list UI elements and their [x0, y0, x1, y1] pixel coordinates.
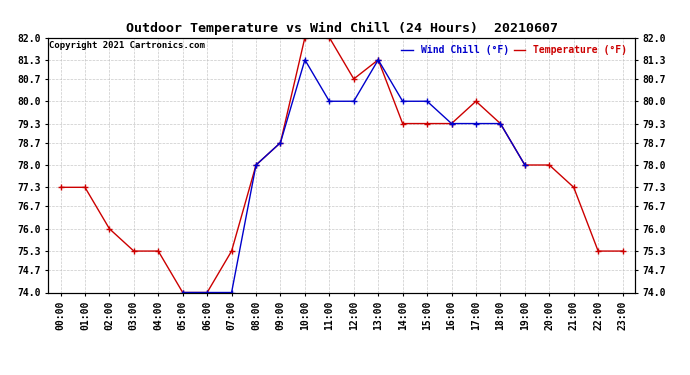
Wind Chill (°F)	[521, 163, 529, 167]
Wind Chill (°F)	[350, 99, 358, 104]
Temperature (°F)	[57, 185, 65, 190]
Temperature (°F)	[154, 249, 162, 254]
Temperature (°F)	[618, 249, 627, 254]
Temperature (°F)	[179, 290, 187, 295]
Line: Temperature (°F): Temperature (°F)	[58, 35, 625, 295]
Temperature (°F)	[203, 290, 211, 295]
Title: Outdoor Temperature vs Wind Chill (24 Hours)  20210607: Outdoor Temperature vs Wind Chill (24 Ho…	[126, 22, 558, 35]
Wind Chill (°F)	[496, 122, 504, 126]
Temperature (°F)	[301, 35, 309, 40]
Wind Chill (°F)	[301, 57, 309, 62]
Wind Chill (°F)	[228, 290, 236, 295]
Temperature (°F)	[325, 35, 333, 40]
Line: Wind Chill (°F): Wind Chill (°F)	[180, 57, 528, 295]
Temperature (°F)	[374, 57, 382, 62]
Temperature (°F)	[130, 249, 138, 254]
Legend: Wind Chill (°F), Temperature (°F): Wind Chill (°F), Temperature (°F)	[398, 42, 630, 58]
Temperature (°F)	[350, 77, 358, 81]
Temperature (°F)	[228, 249, 236, 254]
Temperature (°F)	[81, 185, 89, 190]
Wind Chill (°F)	[472, 122, 480, 126]
Wind Chill (°F)	[252, 163, 260, 167]
Text: Copyright 2021 Cartronics.com: Copyright 2021 Cartronics.com	[50, 41, 206, 50]
Temperature (°F)	[569, 185, 578, 190]
Temperature (°F)	[276, 141, 284, 145]
Wind Chill (°F)	[399, 99, 407, 104]
Wind Chill (°F)	[276, 141, 284, 145]
Temperature (°F)	[252, 163, 260, 167]
Temperature (°F)	[496, 122, 504, 126]
Temperature (°F)	[447, 122, 455, 126]
Temperature (°F)	[423, 122, 431, 126]
Temperature (°F)	[594, 249, 602, 254]
Temperature (°F)	[521, 163, 529, 167]
Wind Chill (°F)	[179, 290, 187, 295]
Temperature (°F)	[545, 163, 553, 167]
Temperature (°F)	[106, 226, 114, 231]
Wind Chill (°F)	[325, 99, 333, 104]
Temperature (°F)	[399, 122, 407, 126]
Wind Chill (°F)	[423, 99, 431, 104]
Wind Chill (°F)	[203, 290, 211, 295]
Wind Chill (°F)	[447, 122, 455, 126]
Temperature (°F)	[472, 99, 480, 104]
Wind Chill (°F)	[374, 57, 382, 62]
